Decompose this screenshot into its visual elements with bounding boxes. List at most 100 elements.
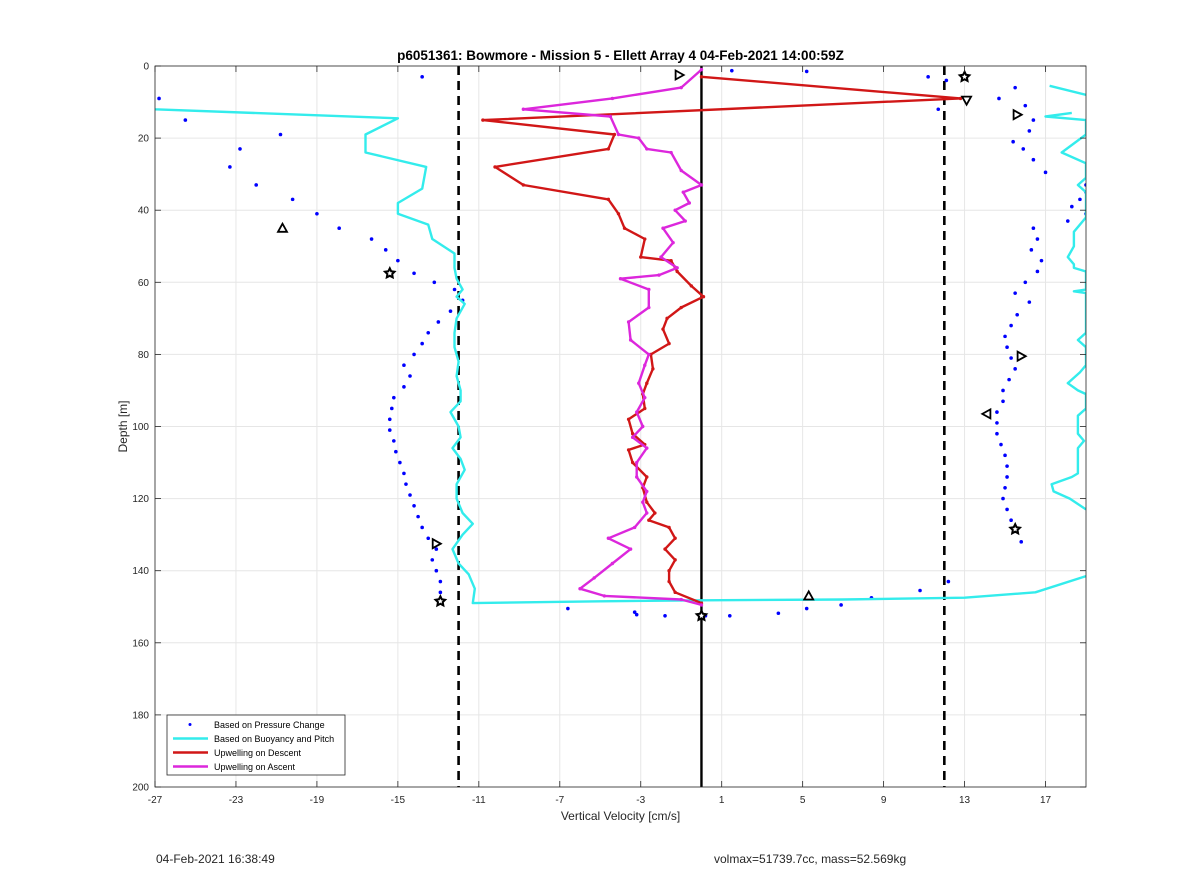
based-on-pressure-change-point xyxy=(337,226,341,231)
based-on-pressure-change-point xyxy=(426,330,431,335)
based-on-pressure-change-point xyxy=(387,417,392,422)
marker-star xyxy=(382,266,397,280)
marker-triangle-down xyxy=(960,95,973,107)
upwelling-on-ascent-vertex xyxy=(641,500,645,504)
based-on-pressure-change-point xyxy=(228,165,232,169)
upwelling-on-descent-vertex xyxy=(493,165,497,169)
based-on-pressure-change-point xyxy=(730,68,734,73)
based-on-pressure-change-point xyxy=(566,606,570,611)
based-on-pressure-change-point xyxy=(1003,485,1007,490)
based-on-pressure-change-point xyxy=(1031,118,1036,122)
legend: Based on Pressure Change Based on Buoyan… xyxy=(166,714,346,776)
based-on-pressure-change-point xyxy=(398,460,402,465)
marker-star xyxy=(694,608,709,622)
based-on-pressure-change-point xyxy=(1013,85,1017,90)
upwelling-on-ascent-vertex xyxy=(628,547,633,551)
based-on-pressure-change-point xyxy=(436,320,441,324)
marker-triangle-up xyxy=(276,221,289,233)
x-axis-label: Vertical Velocity [cm/s] xyxy=(561,809,680,823)
based-on-pressure-change-point xyxy=(1001,496,1005,501)
based-on-pressure-change-point xyxy=(420,341,424,346)
based-on-pressure-change-point xyxy=(392,439,396,443)
based-on-pressure-change-point xyxy=(995,410,999,414)
based-on-pressure-change-point xyxy=(452,287,457,292)
based-on-pressure-change-point xyxy=(448,309,453,313)
upwelling-on-ascent-vertex xyxy=(626,320,631,324)
based-on-pressure-change-point xyxy=(438,590,443,595)
based-on-pressure-change-point xyxy=(420,75,424,79)
upwelling-on-descent-vertex xyxy=(958,96,963,101)
upwelling-on-descent-vertex xyxy=(626,448,631,452)
legend-box xyxy=(166,714,346,776)
based-on-pressure-change-point xyxy=(412,271,416,276)
based-on-pressure-change-point xyxy=(1005,475,1009,479)
y-tick-label: 40 xyxy=(138,206,150,217)
upwelling-on-ascent-vertex xyxy=(675,266,679,270)
upwelling-on-descent-vertex xyxy=(673,558,677,562)
y-axis-label: Depth [m] xyxy=(116,400,130,452)
marker-triangle-right xyxy=(1012,108,1024,121)
upwelling-on-descent-vertex xyxy=(645,475,649,479)
upwelling-on-descent-vertex xyxy=(647,518,651,522)
based-on-pressure-change-point xyxy=(408,374,412,378)
based-on-pressure-change-point xyxy=(936,107,941,112)
upwelling-on-ascent-vertex xyxy=(610,561,615,566)
marker-triangle-right xyxy=(1016,350,1028,363)
based-on-pressure-change-point xyxy=(1001,388,1005,393)
upwelling-on-descent-vertex xyxy=(669,258,673,263)
based-on-pressure-change-point xyxy=(392,395,396,400)
based-on-pressure-change-point xyxy=(634,612,639,617)
based-on-pressure-change-point xyxy=(1031,226,1036,231)
based-on-pressure-change-point xyxy=(402,385,406,389)
upwelling-on-ascent-vertex xyxy=(671,240,675,245)
upwelling-on-ascent-vertex xyxy=(592,576,596,580)
upwelling-on-descent-vertex xyxy=(643,406,647,411)
based-on-pressure-change-point xyxy=(412,352,416,357)
upwelling-on-ascent-vertex xyxy=(618,276,623,281)
based-on-pressure-change-point xyxy=(430,558,435,562)
upwelling-on-ascent-vertex xyxy=(634,410,639,414)
y-tick-label: 180 xyxy=(132,710,149,721)
based-on-pressure-change-point xyxy=(1029,248,1034,252)
based-on-pressure-change-point xyxy=(776,611,781,616)
marker-star xyxy=(1008,521,1023,536)
upwelling-on-ascent-vertex xyxy=(616,132,621,137)
upwelling-on-ascent-vertex xyxy=(630,435,635,440)
upwelling-on-descent-vertex xyxy=(622,226,627,230)
upwelling-on-descent-vertex xyxy=(630,432,635,436)
upwelling-on-ascent-vertex xyxy=(641,424,645,429)
based-on-pressure-change-point xyxy=(157,96,161,101)
upwelling-on-ascent-vertex xyxy=(608,114,613,119)
legend-label-ascent: Upwelling on Ascent xyxy=(214,762,296,772)
based-on-pressure-change-point xyxy=(1027,129,1032,133)
based-on-buoyancy-and-pitch-line xyxy=(155,108,1086,605)
upwelling-on-descent-vertex xyxy=(667,569,671,573)
marker-triangle-left xyxy=(980,407,992,420)
based-on-pressure-change-point xyxy=(434,547,439,551)
grid xyxy=(154,65,1086,788)
series-layer xyxy=(155,67,1086,618)
upwelling-on-descent-vertex xyxy=(667,341,671,346)
marker-triangle-right xyxy=(674,68,686,82)
legend-swatch-pressure xyxy=(188,723,192,726)
upwelling-on-ascent-vertex xyxy=(659,255,663,259)
based-on-pressure-change-point xyxy=(1013,367,1017,371)
upwelling-on-descent-vertex xyxy=(626,417,631,421)
x-tick-label: 13 xyxy=(959,795,971,806)
based-on-pressure-change-point xyxy=(1023,103,1028,108)
y-tick-label: 140 xyxy=(132,566,149,577)
upwelling-on-descent-vertex xyxy=(673,536,677,540)
based-on-pressure-change-point xyxy=(404,482,408,486)
based-on-pressure-change-point xyxy=(412,504,416,508)
upwelling-on-ascent-vertex xyxy=(637,381,641,385)
based-on-pressure-change-point xyxy=(1065,219,1070,223)
y-tick-label: 60 xyxy=(138,278,150,289)
markers-layer xyxy=(276,68,1028,622)
based-on-pressure-change-point xyxy=(1078,197,1082,202)
upwelling-on-descent-vertex xyxy=(606,147,611,151)
x-tick-label: -11 xyxy=(472,795,486,806)
based-on-pressure-change-point xyxy=(290,197,295,202)
based-on-pressure-change-point xyxy=(1009,356,1013,360)
based-on-pressure-change-point xyxy=(1023,280,1028,285)
upwelling-on-descent-vertex xyxy=(645,500,649,504)
